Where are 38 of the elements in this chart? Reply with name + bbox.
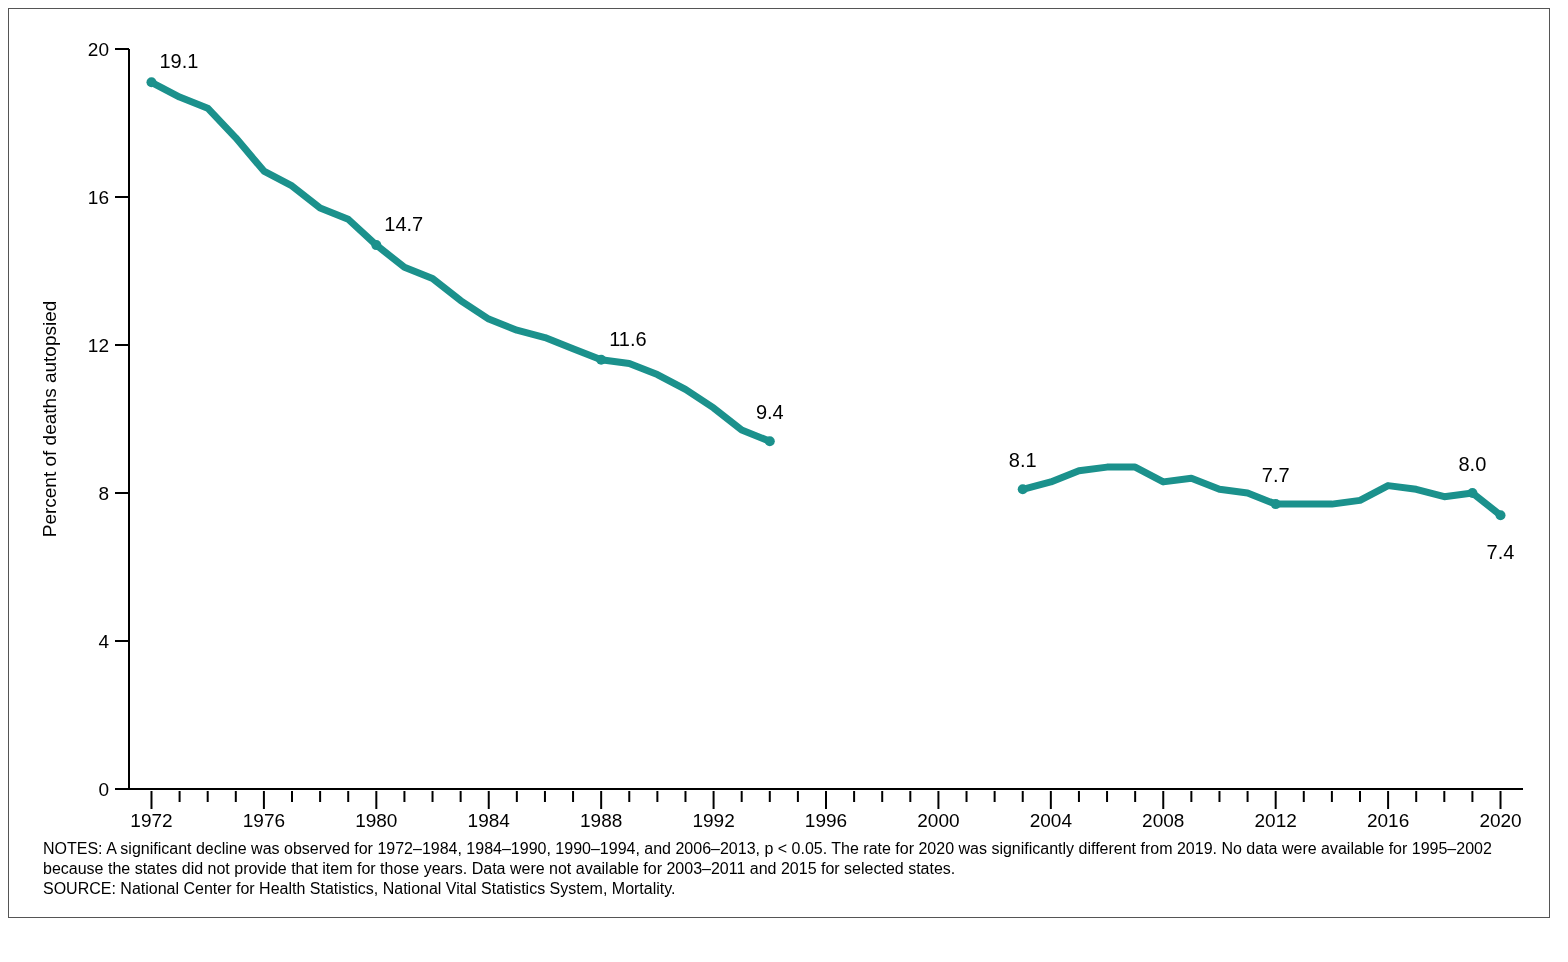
x-tick-label: 2012 bbox=[1254, 810, 1297, 831]
data-label: 8.0 bbox=[1458, 453, 1487, 475]
x-tick-label: 2004 bbox=[1029, 810, 1073, 831]
y-tick-label: 4 bbox=[98, 631, 110, 652]
y-tick-label: 12 bbox=[87, 335, 109, 356]
x-tick-label: 1996 bbox=[804, 810, 848, 831]
y-tick-label: 0 bbox=[98, 779, 109, 800]
point bbox=[1270, 499, 1281, 510]
data-label: 11.6 bbox=[609, 327, 647, 350]
x-tick-label: 2008 bbox=[1142, 810, 1185, 831]
y-tick-label: 8 bbox=[98, 483, 109, 504]
data-label: 9.4 bbox=[755, 401, 784, 424]
source-note: SOURCE: National Center for Health Statistics, National Vital Statistics System, Mortality. bbox=[43, 879, 677, 899]
data-label: 7.4 bbox=[1486, 541, 1515, 564]
y-axis-title: Percent of deaths autopsied bbox=[38, 300, 60, 538]
point bbox=[1017, 484, 1028, 495]
x-tick-label: 1980 bbox=[355, 810, 398, 831]
point bbox=[764, 436, 775, 447]
point bbox=[596, 354, 607, 365]
x-tick-label: 1988 bbox=[580, 810, 623, 831]
x-tick-label: 1976 bbox=[242, 810, 286, 831]
point bbox=[371, 240, 382, 251]
data-label: 7.7 bbox=[1261, 464, 1290, 487]
x-tick-label: 2016 bbox=[1366, 810, 1410, 831]
x-tick-label: 2000 bbox=[917, 810, 960, 831]
point bbox=[146, 77, 157, 88]
data-label: 8.1 bbox=[1008, 449, 1037, 472]
text: NOTES: A significant decline was observed for 1972–1984, 1984–1990, 1990–1994, and 2006–2013, p < 0.05. The rate for 2020 was significantly different from 2019. No data were available for 1995–2002 because the states did not provide that item for those years. Data were not available for 2003–2011 and 2015 for selected states. bbox=[43, 839, 1493, 879]
data-label: 14.7 bbox=[384, 213, 424, 236]
x-tick-label: 2020 bbox=[1479, 810, 1522, 831]
x-tick-label: 1992 bbox=[692, 810, 735, 831]
point bbox=[1495, 510, 1506, 521]
y-tick-label: 16 bbox=[87, 187, 109, 208]
x-tick-label: 1972 bbox=[130, 810, 173, 831]
point bbox=[1467, 488, 1478, 498]
x-tick-label: 1984 bbox=[467, 810, 511, 831]
y-tick-label: 20 bbox=[87, 39, 109, 60]
data-label: 19.1 bbox=[159, 50, 199, 73]
